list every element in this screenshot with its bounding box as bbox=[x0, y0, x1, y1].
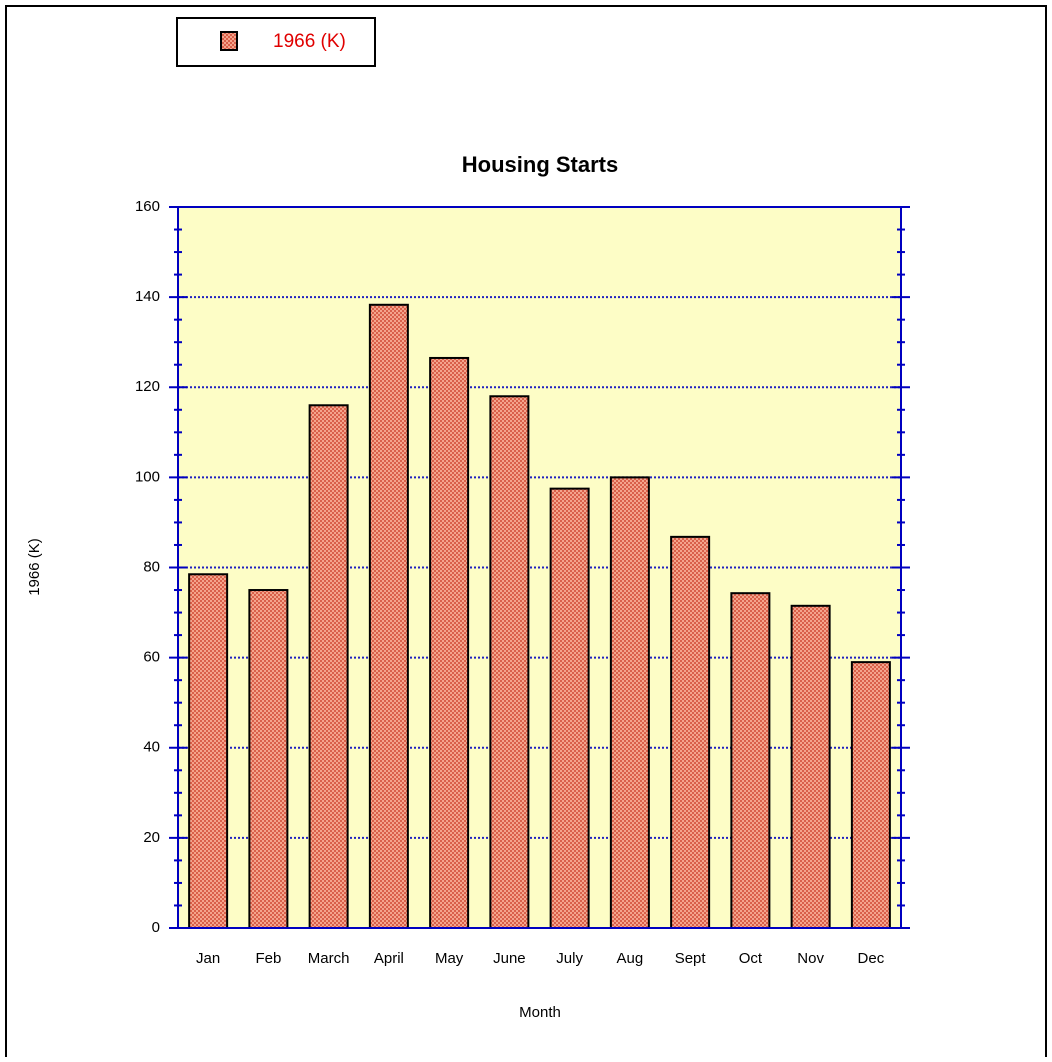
x-tick-label: April bbox=[374, 950, 404, 967]
x-tick-label: Dec bbox=[858, 950, 885, 967]
bar bbox=[730, 592, 771, 929]
y-tick-label: 120 bbox=[135, 378, 160, 395]
bar bbox=[609, 476, 650, 929]
bar bbox=[790, 604, 831, 929]
chart-title: Housing Starts bbox=[462, 152, 618, 177]
y-tick-label: 60 bbox=[143, 649, 160, 666]
bar bbox=[429, 356, 470, 930]
bar bbox=[549, 487, 590, 929]
y-tick-label: 100 bbox=[135, 468, 160, 485]
frame bbox=[5, 5, 1047, 1062]
x-tick-label: July bbox=[556, 950, 583, 967]
bar bbox=[248, 589, 289, 929]
x-tick-label: Feb bbox=[255, 950, 281, 967]
legend bbox=[176, 17, 376, 67]
x-tick-label: June bbox=[493, 950, 526, 967]
x-tick-label: Sept bbox=[675, 950, 707, 967]
bar bbox=[188, 573, 229, 930]
bar bbox=[850, 661, 891, 929]
x-axis-label: Month bbox=[519, 1004, 561, 1021]
y-axis-label: 1966 (K) bbox=[26, 538, 43, 596]
x-tick-label: Aug bbox=[617, 950, 644, 967]
x-tick-label: Nov bbox=[797, 950, 824, 967]
bar bbox=[308, 404, 349, 929]
x-tick-label: May bbox=[435, 950, 464, 967]
legend-swatch bbox=[220, 31, 238, 51]
x-tick-label: Jan bbox=[196, 950, 220, 967]
bar bbox=[489, 395, 530, 929]
x-tick-label: Oct bbox=[739, 950, 763, 967]
y-tick-label: 20 bbox=[143, 829, 160, 846]
y-tick-label: 0 bbox=[152, 919, 160, 936]
x-tick-label: March bbox=[308, 950, 350, 967]
y-tick-label: 140 bbox=[135, 288, 160, 305]
y-tick-label: 80 bbox=[143, 558, 160, 575]
y-tick-label: 40 bbox=[143, 739, 160, 756]
y-tick-label: 160 bbox=[135, 198, 160, 215]
legend-label: 1966 (K) bbox=[273, 31, 346, 52]
bar bbox=[670, 535, 711, 929]
bar bbox=[368, 303, 409, 929]
